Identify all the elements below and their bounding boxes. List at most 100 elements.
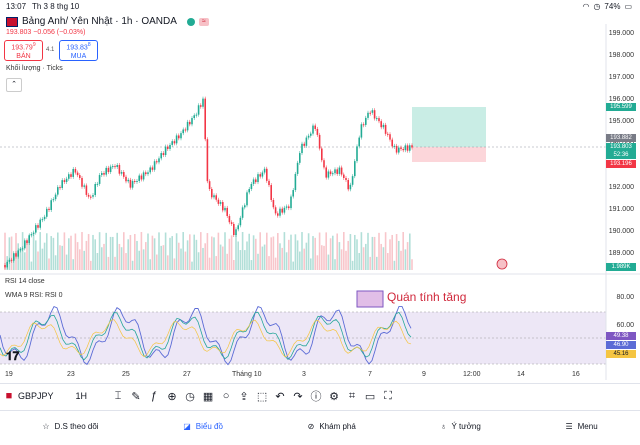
volume-bar xyxy=(382,247,385,270)
alert-icon[interactable] xyxy=(496,258,508,270)
candle xyxy=(156,161,158,163)
target-zone[interactable] xyxy=(412,107,486,147)
interval-button[interactable]: 1H xyxy=(75,391,88,401)
volume-bar xyxy=(43,242,46,270)
volume-bar xyxy=(336,233,338,270)
candle xyxy=(292,190,294,197)
volume-bar xyxy=(237,241,239,270)
info-icon[interactable]: ⓘ xyxy=(310,391,322,403)
volume-bar xyxy=(72,259,74,270)
candle xyxy=(314,125,316,129)
candle-type-icon[interactable]: ⌶ xyxy=(114,389,122,402)
publish-icon[interactable]: ⬚ xyxy=(256,390,268,403)
bulb-icon[interactable]: ○ xyxy=(222,390,230,402)
volume-bar xyxy=(244,250,246,270)
settings-icon[interactable]: ⚙ xyxy=(329,390,339,403)
chevron-up-icon[interactable]: ⌃ xyxy=(6,78,22,92)
candle xyxy=(173,141,176,144)
candle xyxy=(263,168,266,173)
time-axis-label: 9 xyxy=(422,371,426,378)
candle xyxy=(65,178,68,182)
buy-button[interactable]: 193.838 MUA xyxy=(59,40,98,61)
stop-zone[interactable] xyxy=(412,147,486,162)
volume-bar xyxy=(354,234,356,270)
candle xyxy=(398,147,400,153)
undo-icon[interactable]: ↶ xyxy=(275,390,285,403)
candle xyxy=(83,185,85,187)
alarm-icon[interactable]: ◷ xyxy=(185,390,195,403)
wma-label: WMA 9 RSI: RSI 0 xyxy=(5,292,63,299)
annotation-box[interactable] xyxy=(356,290,384,308)
volume-bar xyxy=(83,250,85,270)
tab-explore[interactable]: ⊘ Khám phá xyxy=(308,422,356,431)
tab-ideas[interactable]: ♁ Ý tưởng xyxy=(440,422,480,431)
candle xyxy=(404,145,407,151)
symbol-header[interactable]: Bảng Anh/ Yên Nhật · 1h · OANDA ≈ xyxy=(6,16,209,27)
candle xyxy=(41,219,44,221)
candle xyxy=(24,240,26,249)
tab-chart[interactable]: ◪ Biểu đồ xyxy=(183,422,223,431)
timer-tag: 52:36 xyxy=(606,151,636,159)
volume-bar xyxy=(96,253,99,270)
candle xyxy=(189,121,191,125)
candle xyxy=(393,145,396,147)
candle xyxy=(103,172,105,175)
volume-bar xyxy=(321,245,323,270)
volume-bar xyxy=(136,240,138,270)
candle xyxy=(197,105,200,115)
volume-bar xyxy=(277,233,279,270)
volume-bar xyxy=(347,240,349,270)
candle xyxy=(167,146,169,149)
volume-bar xyxy=(266,232,268,270)
volume-bar xyxy=(151,235,154,270)
redo-icon[interactable]: ↷ xyxy=(293,390,303,403)
volume-bar xyxy=(378,232,380,270)
tab-menu[interactable]: ☰ Menu xyxy=(565,422,597,431)
candle xyxy=(63,180,66,182)
camera-icon[interactable]: ⌗ xyxy=(348,389,356,402)
candle xyxy=(76,172,79,176)
price-axis-label: 191.000 xyxy=(608,206,634,213)
fx-icon[interactable]: ƒ xyxy=(150,390,158,402)
price-axis-label: 195.000 xyxy=(608,118,634,125)
volume-bar xyxy=(411,259,413,270)
candle xyxy=(323,160,325,168)
candle xyxy=(87,194,90,197)
candle xyxy=(129,179,132,188)
dismiss-icon[interactable]: ≈ xyxy=(198,17,209,26)
volume-bar xyxy=(158,232,160,270)
candle xyxy=(409,145,411,151)
volume-bar xyxy=(367,232,369,270)
wma-tag: 46.90 xyxy=(606,341,636,349)
volume-bar xyxy=(61,245,63,270)
pen-icon[interactable]: ✎ xyxy=(131,390,141,403)
sell-button[interactable]: 193.799 BÁN xyxy=(4,40,43,61)
volume-bar xyxy=(387,253,389,270)
layout-icon[interactable]: ▭ xyxy=(364,390,376,403)
price-axis-label: 190.000 xyxy=(608,228,634,235)
volume-bar xyxy=(109,236,112,270)
volume-bar xyxy=(127,239,129,270)
buy-price: 193.83 xyxy=(66,44,88,52)
candle xyxy=(6,261,8,268)
volume-bar xyxy=(360,232,363,270)
candle xyxy=(211,188,213,198)
candle xyxy=(356,146,358,162)
candle xyxy=(171,141,173,145)
add-icon[interactable]: ⊕ xyxy=(167,390,177,403)
grid-icon[interactable]: ▦ xyxy=(202,390,214,403)
tab-watchlist[interactable]: ☆ D.S theo dõi xyxy=(42,422,98,431)
volume-bar xyxy=(380,243,382,270)
volume-bar xyxy=(312,236,314,270)
volume-bar xyxy=(134,234,136,270)
symbol-button[interactable]: GBPJPY xyxy=(18,391,54,401)
share-icon[interactable]: ⇪ xyxy=(239,390,249,403)
volume-bar xyxy=(147,233,149,270)
fullscreen-icon[interactable]: ⛶ xyxy=(384,389,392,402)
volume-bar xyxy=(46,233,48,270)
candle xyxy=(153,161,156,170)
volume-bar xyxy=(252,235,255,270)
volume-bar xyxy=(123,232,125,270)
compass-icon: ⊘ xyxy=(307,421,315,431)
